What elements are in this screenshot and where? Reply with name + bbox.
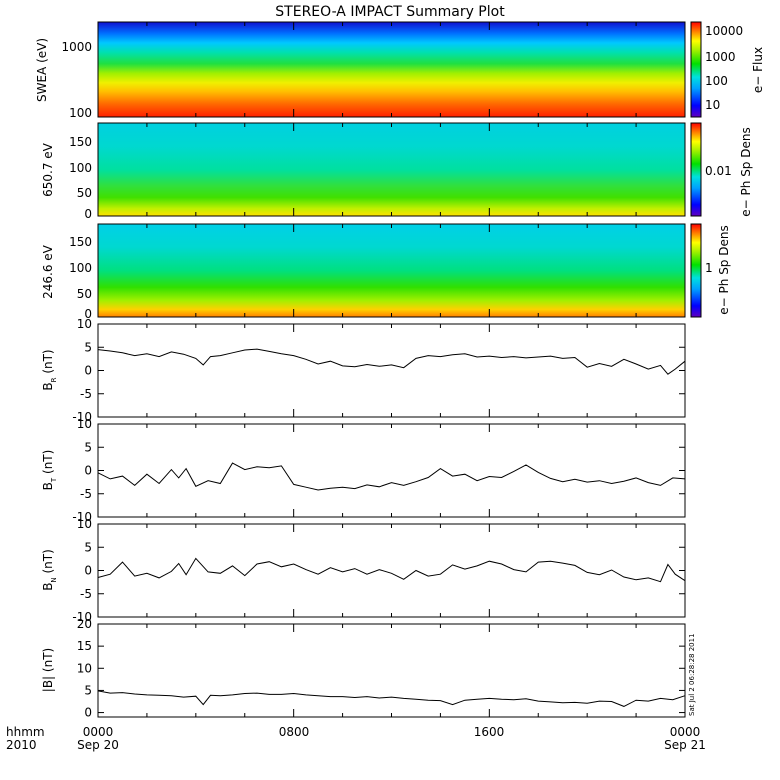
bn-frame [97,523,686,618]
pad246-ytick-150: 150 [69,235,92,249]
bmag-ytick-label: 10 [77,661,92,675]
br-ylabel: BR (nT) [41,349,58,390]
pad246-ytick-50: 50 [77,287,92,301]
bt-ytick-label: -10 [72,510,92,524]
br-ytick-label: 5 [84,340,92,354]
bmag-ytick-label: 20 [77,617,92,631]
swea-cbar-label: e− Flux [751,47,765,93]
pad650-ytick-150: 150 [69,135,92,149]
bt-ytick-label: -5 [80,487,92,501]
br-ytick-label: 10 [77,317,92,331]
xtick-label-2: 1600 [474,725,505,739]
bmag-ytick-label: 0 [84,706,92,720]
bmag-frame [97,623,686,718]
br-ytick-label: 0 [84,364,92,378]
pad246-cbar-label: e− Ph Sp Dens [717,225,731,314]
swea-cbar-tick-10: 10 [705,98,720,112]
pad650-panel [97,122,686,217]
pad246-colorbar-scale [690,223,702,318]
swea-ylabel: SWEA (eV) [35,38,49,102]
br-ytick-label: -5 [80,387,92,401]
pad246-cbar-tick: 1 [705,261,713,275]
bn-ytick-label: 0 [84,564,92,578]
swea-colorbar-scale [690,21,702,118]
bt-ytick-label: 10 [77,417,92,431]
bn-ytick-label: -10 [72,610,92,624]
pad650-ylabel: 650.7 eV [41,142,55,197]
bt-frame [97,423,686,518]
xtick-label-1: 0800 [279,725,310,739]
swea-cbar-tick-10000: 10000 [705,24,743,38]
pad650-colorbar-scale [690,122,702,217]
bt-ytick-label: 0 [84,464,92,478]
pad650-colorbar: 0.01 e− Ph Sp Dens [690,122,753,217]
swea-cbar-tick-1000: 1000 [705,50,736,64]
br-ytick-label: -10 [72,410,92,424]
bn-ytick-label: -5 [80,587,92,601]
xtick-sublabel-3: Sep 21 [664,738,706,752]
pad246-colorbar: 1 e− Ph Sp Dens [690,223,731,318]
pad650-spectrogram [98,123,685,216]
pad246-ytick-100: 100 [69,261,92,275]
bmag-series-line [97,690,686,707]
swea-cbar-tick-100: 100 [705,74,728,88]
pad650-cbar-tick: 0.01 [705,164,732,178]
pad650-cbar-label: e− Ph Sp Dens [739,127,753,216]
br-series-line [97,348,686,375]
br-frame [97,323,686,418]
swea-ytick-1000: 1000 [61,40,92,54]
creation-stamp: Sat Jul 2 06:28:28 2011 [688,633,696,716]
bt-ylabel: BT (nT) [41,450,58,491]
pad650-ytick-50: 50 [77,186,92,200]
pad650-ytick-0: 0 [84,207,92,221]
swea-panel [97,21,686,118]
bmag-ytick-label: 5 [84,683,92,697]
bmag-ylabel: |B| (nT) [41,648,55,692]
pad246-panel [97,223,686,318]
bt-series-line [97,462,686,491]
bn-ytick-label: 10 [77,517,92,531]
xtick-sublabel-0: Sep 20 [77,738,119,752]
xtick-label-3: 0000 [670,725,701,739]
pad650-ytick-100: 100 [69,161,92,175]
xaxis-year-label: 2010 [6,738,37,752]
swea-ytick-100: 100 [69,106,92,120]
pad246-spectrogram [98,224,685,317]
plot-title: STEREO-A IMPACT Summary Plot [275,4,505,20]
bn-series-line [97,557,686,583]
swea-colorbar: 10000 1000 100 10 e− Flux [690,21,765,118]
swea-spectrogram [98,22,685,117]
bn-ytick-label: 5 [84,540,92,554]
xtick-label-0: 0000 [83,725,114,739]
bmag-ytick-label: 15 [77,639,92,653]
pad246-ylabel: 246.6 eV [41,244,55,299]
pad246-ytick-0: 0 [84,307,92,321]
bt-ytick-label: 5 [84,440,92,454]
bn-ylabel: BN (nT) [41,549,58,591]
xaxis-row-label: hhmm [6,725,45,739]
